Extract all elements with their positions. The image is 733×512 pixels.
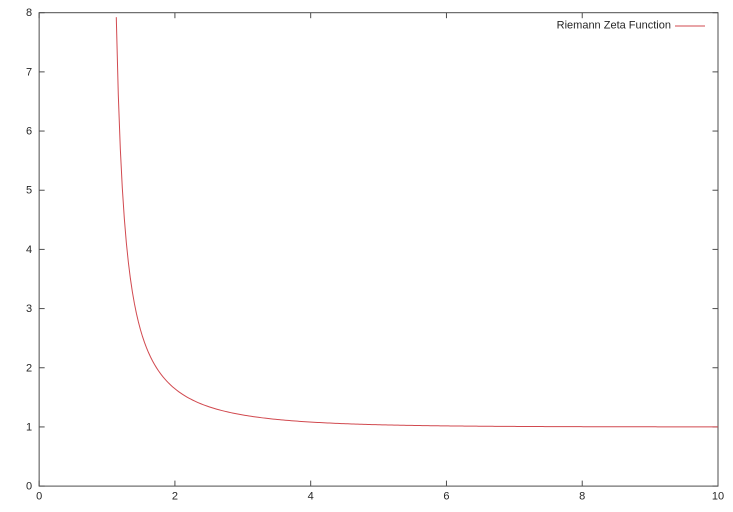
svg-text:4: 4 <box>308 491 314 503</box>
svg-text:8: 8 <box>26 7 32 19</box>
svg-text:1: 1 <box>26 421 32 433</box>
svg-text:2: 2 <box>26 362 32 374</box>
svg-text:4: 4 <box>26 244 32 256</box>
svg-text:Riemann Zeta Function: Riemann Zeta Function <box>557 20 671 32</box>
svg-text:7: 7 <box>26 66 32 78</box>
svg-text:6: 6 <box>443 491 449 503</box>
svg-text:3: 3 <box>26 303 32 315</box>
svg-text:8: 8 <box>579 491 585 503</box>
svg-text:6: 6 <box>26 126 32 138</box>
svg-text:0: 0 <box>26 481 32 493</box>
svg-text:10: 10 <box>712 491 724 503</box>
svg-text:2: 2 <box>172 491 178 503</box>
svg-text:0: 0 <box>36 491 42 503</box>
svg-text:5: 5 <box>26 185 32 197</box>
